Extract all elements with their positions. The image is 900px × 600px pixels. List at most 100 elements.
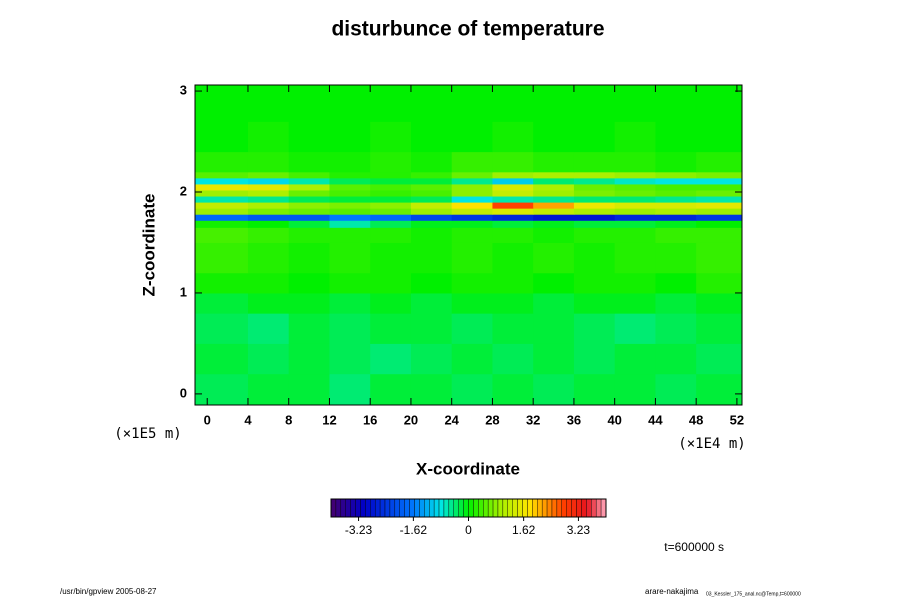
colorbar-step: [443, 498, 450, 518]
heat-cell: [451, 272, 493, 294]
heat-cell: [533, 189, 575, 197]
heat-cell: [655, 121, 697, 153]
heat-cell: [329, 202, 371, 209]
colorbar-tick-label: -3.23: [345, 523, 373, 537]
heat-cell: [696, 220, 743, 228]
heat-cell: [451, 292, 493, 314]
heat-cell: [655, 292, 697, 314]
heat-cell: [573, 373, 616, 406]
heat-cell: [492, 227, 534, 243]
heat-cell: [573, 214, 616, 221]
heat-cell: [492, 313, 534, 344]
heat-cell: [247, 208, 290, 215]
heat-cell: [247, 292, 290, 314]
heat-cell: [195, 220, 249, 228]
heat-cell: [655, 177, 697, 185]
x-unit: (×1E4 m): [678, 436, 745, 452]
heat-cell: [655, 85, 697, 122]
colorbar-tick-label: 0: [465, 523, 472, 537]
heat-cell: [696, 196, 743, 203]
heat-cell: [533, 171, 575, 179]
heat-cell: [655, 242, 697, 274]
heat-cell: [247, 183, 290, 191]
heat-cell: [451, 189, 493, 197]
heat-cell: [410, 189, 453, 197]
colorbar-step: [537, 498, 543, 518]
heat-cell: [573, 151, 616, 173]
heat-cell: [247, 214, 290, 221]
heat-cell: [573, 272, 616, 294]
heat-cell: [655, 227, 697, 243]
colorbar-step: [429, 498, 435, 518]
heat-cell: [614, 272, 656, 294]
colorbar-step: [404, 498, 410, 518]
plot-frame: [194, 84, 743, 406]
heat-cell: [533, 220, 575, 228]
heat-cell: [451, 171, 493, 179]
heat-cell: [247, 85, 290, 122]
heat-cell: [451, 208, 493, 215]
heat-cell: [492, 292, 534, 314]
x-tick-label: 28: [485, 412, 499, 427]
heat-cell: [696, 177, 743, 185]
heat-cell: [410, 85, 453, 122]
heat-cell: [410, 373, 453, 406]
y-tick-label: 1: [180, 284, 187, 299]
heat-cell: [370, 151, 412, 173]
heat-cell: [247, 177, 290, 185]
heat-cell: [533, 292, 575, 314]
colorbar-step: [517, 498, 523, 518]
heat-cell: [247, 171, 290, 179]
colorbar-step: [546, 498, 553, 518]
heat-cell: [288, 85, 330, 122]
heat-cell: [614, 183, 656, 191]
heat-cell: [247, 121, 290, 153]
heat-cell: [195, 177, 249, 185]
colorbar-step: [414, 498, 420, 518]
time-label: t=600000 s: [664, 540, 724, 554]
heat-cell: [533, 177, 575, 185]
heat-cell: [492, 343, 534, 375]
x-tick-label: 52: [730, 412, 744, 427]
heat-cell: [195, 373, 249, 406]
heat-cell: [410, 292, 453, 314]
heat-cell: [451, 183, 493, 191]
heat-cell: [288, 242, 330, 274]
x-axis-label: X-coordinate: [416, 459, 520, 478]
heat-cell: [492, 183, 534, 191]
heat-cell: [329, 292, 371, 314]
heat-cell: [614, 343, 656, 375]
colorbar-step: [487, 498, 494, 518]
heat-cell: [410, 183, 453, 191]
heat-cell: [614, 373, 656, 406]
heat-cell: [288, 196, 330, 203]
heat-cell: [696, 171, 743, 179]
heat-cell: [696, 242, 743, 274]
heat-cell: [247, 313, 290, 344]
colorbar-step: [551, 498, 558, 518]
heat-cell: [451, 313, 493, 344]
heat-cell: [329, 189, 371, 197]
x-tick-label: 24: [444, 412, 459, 427]
heat-cell: [451, 151, 493, 173]
heat-cell: [573, 171, 616, 179]
y-unit: (×1E5 m): [114, 426, 181, 442]
x-tick-label: 40: [607, 412, 621, 427]
heat-cell: [410, 177, 453, 185]
heat-cell: [410, 151, 453, 173]
x-tick-label: 8: [285, 412, 292, 427]
colorbar-step: [355, 498, 361, 518]
heat-cell: [614, 121, 656, 153]
heat-cell: [329, 214, 371, 221]
heat-cell: [195, 208, 249, 215]
heat-cell: [696, 313, 743, 344]
heat-cell: [370, 208, 412, 215]
colorbar-step: [478, 498, 484, 518]
heat-cell: [614, 220, 656, 228]
heat-cell: [195, 292, 249, 314]
heat-cell: [533, 196, 575, 203]
heat-cell: [370, 343, 412, 375]
heat-cell: [492, 151, 534, 173]
heat-cell: [288, 208, 330, 215]
